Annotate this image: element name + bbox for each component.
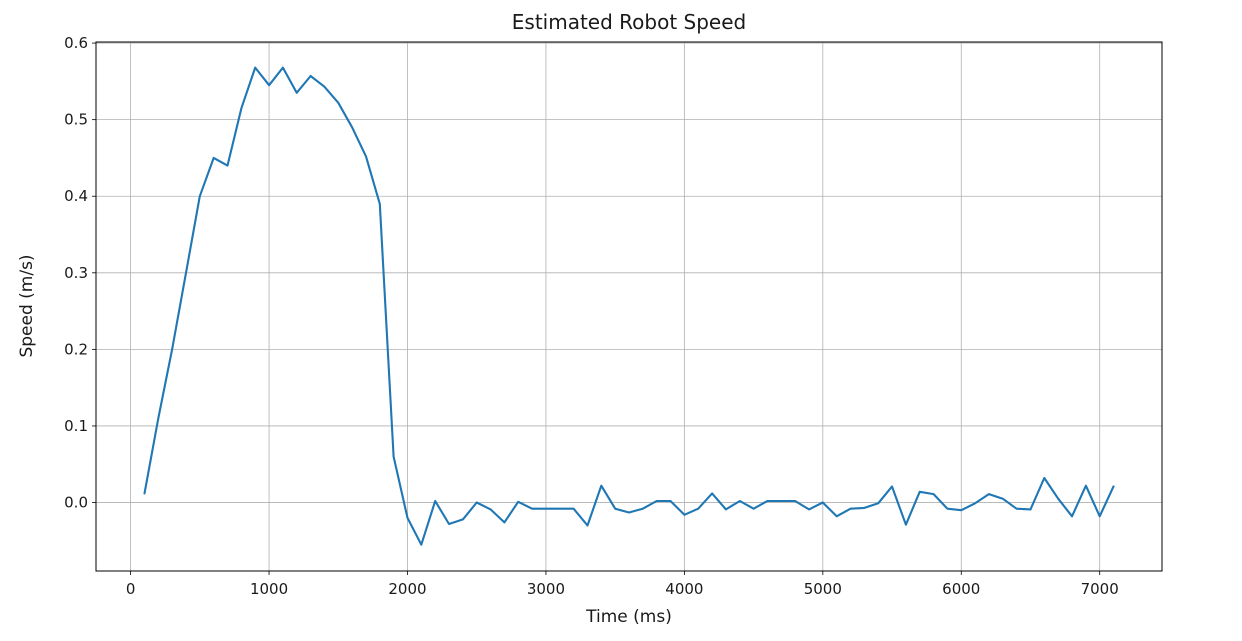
x-tick-label: 4000 (665, 580, 703, 598)
x-axis-label: Time (ms) (585, 607, 672, 627)
y-tick-label: 0.3 (64, 264, 88, 282)
plot-border (95, 41, 1163, 572)
x-tick-label: 0 (126, 580, 136, 598)
chart-title: Estimated Robot Speed (512, 10, 746, 34)
speed-line-series (143, 66, 1115, 546)
y-tick-label: 0.4 (64, 187, 88, 205)
x-tick-label: 2000 (388, 580, 426, 598)
grid-layer: 0 1000 2000 3000 4000 5000 6000 7000 0.0 0.1 0.2 0.… (64, 34, 1162, 598)
y-tick-label: 0.0 (64, 494, 88, 512)
y-tick-label: 0.1 (64, 417, 88, 435)
x-tick-label: 5000 (804, 580, 842, 598)
x-tick-label: 3000 (527, 580, 565, 598)
x-tick-label: 7000 (1081, 580, 1119, 598)
x-tick-label: 1000 (250, 580, 288, 598)
y-tick-label: 0.6 (64, 34, 88, 52)
y-axis-label: Speed (m/s) (17, 254, 37, 357)
y-tick-label: 0.2 (64, 340, 88, 358)
y-tick-label: 0.5 (64, 111, 88, 129)
x-tick-label: 6000 (942, 580, 980, 598)
